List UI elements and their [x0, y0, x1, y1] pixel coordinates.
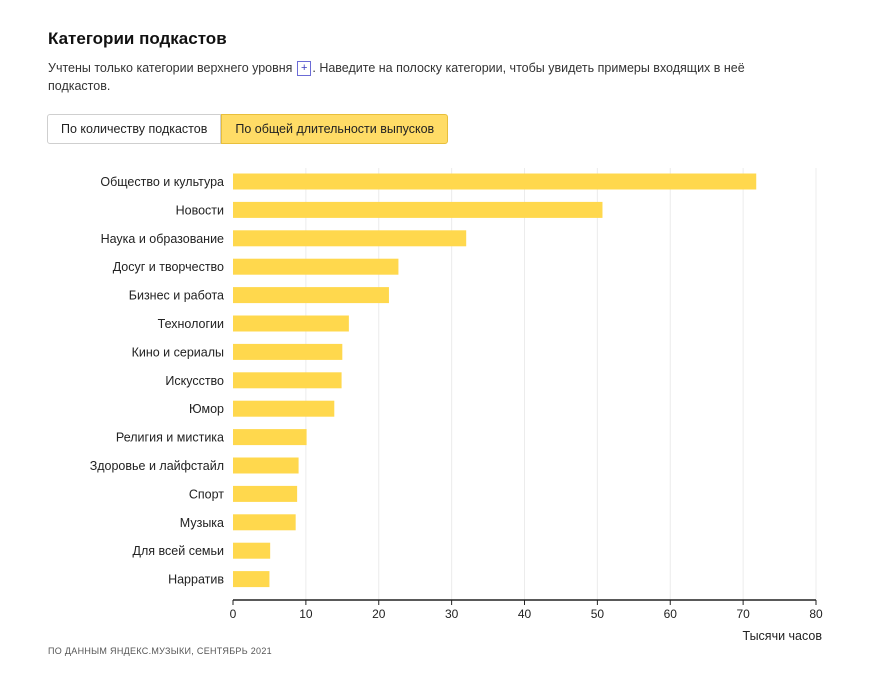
x-tick-label: 50	[591, 607, 605, 621]
tab-by-podcast-count[interactable]: По количеству подкастов	[47, 114, 222, 144]
x-tick-label: 10	[299, 607, 313, 621]
chart-title: Категории подкастов	[48, 29, 227, 48]
category-label: Наука и образование	[101, 232, 224, 246]
category-label: Технологии	[158, 317, 224, 331]
bar[interactable]	[233, 343, 343, 360]
bar[interactable]	[233, 429, 307, 446]
category-label: Общество и культура	[100, 175, 224, 189]
category-label: Музыка	[180, 516, 224, 530]
x-tick-label: 30	[445, 607, 459, 621]
category-label: Досуг и творчество	[113, 260, 224, 274]
bar[interactable]	[233, 201, 603, 218]
bar[interactable]	[233, 457, 299, 474]
bar[interactable]	[233, 258, 399, 275]
category-label: Искусство	[165, 374, 224, 388]
bar[interactable]	[233, 400, 335, 417]
bar[interactable]	[233, 485, 298, 502]
view-toggle: По количеству подкастов По общей длитель…	[47, 114, 449, 144]
chart-description: Учтены только категории верхнего уровня …	[48, 59, 748, 95]
x-tick-label: 20	[372, 607, 386, 621]
category-label: Нарратив	[168, 573, 224, 587]
category-label: Здоровье и лайфстайл	[90, 459, 224, 473]
bar[interactable]	[233, 514, 296, 531]
description-text-part1: Учтены только категории верхнего уровня	[48, 61, 293, 75]
bar[interactable]	[233, 571, 270, 588]
tab-by-total-duration[interactable]: По общей длительности выпусков	[221, 114, 449, 144]
category-label: Кино и сериалы	[132, 345, 224, 359]
bar[interactable]	[233, 315, 349, 332]
x-tick-label: 80	[809, 607, 823, 621]
category-label: Бизнес и работа	[129, 289, 224, 303]
category-label: Для всей семьи	[133, 544, 224, 558]
x-tick-label: 40	[518, 607, 532, 621]
category-label: Религия и мистика	[116, 431, 224, 445]
x-tick-label: 60	[664, 607, 678, 621]
category-label: Новости	[176, 203, 224, 217]
plus-icon[interactable]: +	[296, 61, 312, 76]
bar[interactable]	[233, 230, 467, 247]
x-tick-label: 70	[736, 607, 750, 621]
bar[interactable]	[233, 287, 389, 304]
x-tick-label: 0	[230, 607, 237, 621]
bar[interactable]	[233, 173, 757, 190]
bar[interactable]	[233, 372, 342, 389]
data-source-note: ПО ДАННЫМ ЯНДЕКС.МУЗЫКИ, СЕНТЯБРЬ 2021	[48, 646, 272, 656]
x-axis-title: Тысячи часов	[742, 629, 822, 643]
description-text-part2: . Наведите на полоску категории, чтобы у…	[48, 61, 745, 93]
category-label: Юмор	[189, 402, 224, 416]
bar[interactable]	[233, 542, 271, 559]
category-label: Спорт	[189, 487, 224, 501]
